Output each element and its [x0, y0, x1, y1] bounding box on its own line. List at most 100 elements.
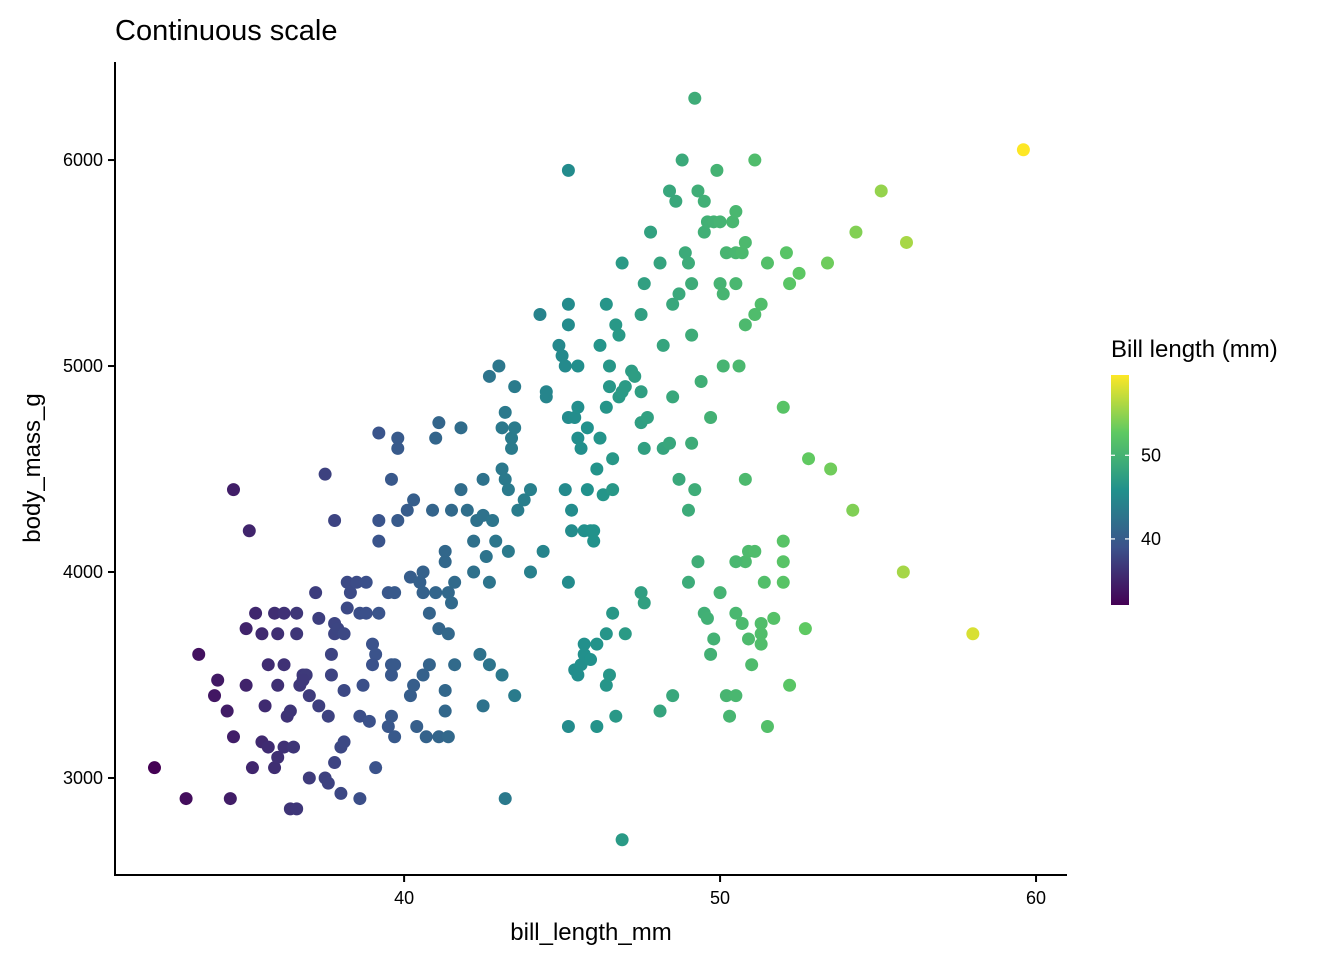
data-point [476, 472, 490, 486]
data-point [754, 627, 768, 641]
data-point [776, 575, 790, 589]
data-point [700, 611, 714, 625]
data-point [448, 575, 462, 589]
data-point [391, 441, 405, 455]
data-point [460, 503, 474, 517]
data-point [561, 163, 575, 177]
data-point [508, 421, 522, 435]
y-tick-label: 3000 [63, 768, 103, 788]
data-point [438, 555, 452, 569]
data-point [381, 719, 395, 733]
data-point [767, 611, 781, 625]
data-point [776, 555, 790, 569]
data-point [776, 534, 790, 548]
data-point [426, 503, 440, 517]
data-point [663, 184, 677, 198]
data-point [239, 678, 253, 692]
data-point [726, 215, 740, 229]
data-point [697, 225, 711, 239]
data-point [416, 586, 430, 600]
data-point [413, 575, 427, 589]
data-point [694, 374, 708, 388]
data-point [704, 647, 718, 661]
data-point [568, 411, 582, 425]
data-point [432, 730, 446, 744]
data-point [723, 709, 737, 723]
data-point [729, 606, 743, 620]
data-point [353, 792, 367, 806]
data-point [571, 668, 585, 682]
data-point [498, 472, 512, 486]
data-point [555, 349, 569, 363]
data-point [849, 225, 863, 239]
data-point [602, 380, 616, 394]
data-point [539, 385, 553, 399]
data-point [432, 622, 446, 636]
data-point [732, 359, 746, 373]
data-point [713, 215, 727, 229]
data-point [685, 328, 699, 342]
data-point [501, 544, 515, 558]
data-point [615, 833, 629, 847]
data-point [618, 627, 632, 641]
data-point [783, 277, 797, 291]
data-point [432, 416, 446, 430]
data-point [384, 709, 398, 723]
colorbar [1111, 375, 1129, 605]
data-point [495, 462, 509, 476]
data-point [672, 472, 686, 486]
data-point [482, 369, 496, 383]
colorbar-ticks: 40 50 [1111, 445, 1161, 549]
data-point [587, 524, 601, 538]
data-point [277, 606, 291, 620]
y-axis-title: body_mass_g [19, 393, 46, 542]
data-point [410, 719, 424, 733]
data-point [419, 730, 433, 744]
data-point [312, 699, 326, 713]
data-point [511, 503, 525, 517]
data-point [290, 802, 304, 816]
data-point [779, 246, 793, 260]
data-point [523, 483, 537, 497]
data-point [704, 411, 718, 425]
data-point [571, 359, 585, 373]
data-point [691, 555, 705, 569]
data-point [561, 318, 575, 332]
data-point [606, 606, 620, 620]
data-point [574, 441, 588, 455]
data-point [637, 596, 651, 610]
data-point [533, 308, 547, 322]
data-point [271, 678, 285, 692]
data-point [388, 658, 402, 672]
data-point [558, 483, 572, 497]
data-point [637, 441, 651, 455]
data-point [498, 405, 512, 419]
data-point [754, 297, 768, 311]
data-point [258, 699, 272, 713]
data-point [672, 287, 686, 301]
data-point [441, 586, 455, 600]
data-point [495, 421, 509, 435]
points-layer [147, 91, 1030, 847]
data-point [599, 678, 613, 692]
data-point [334, 786, 348, 800]
data-point [192, 647, 206, 661]
data-point [792, 266, 806, 280]
data-point [735, 246, 749, 260]
data-point [416, 668, 430, 682]
data-point [261, 740, 275, 754]
data-point [438, 683, 452, 697]
data-point [678, 246, 692, 260]
data-point [271, 750, 285, 764]
data-point [707, 632, 721, 646]
data-point [681, 503, 695, 517]
data-point [242, 524, 256, 538]
data-point [745, 658, 759, 672]
data-point [824, 462, 838, 476]
data-point [255, 627, 269, 641]
data-point [606, 483, 620, 497]
data-point [716, 359, 730, 373]
data-point [713, 277, 727, 291]
data-point [391, 514, 405, 528]
data-point [467, 534, 481, 548]
